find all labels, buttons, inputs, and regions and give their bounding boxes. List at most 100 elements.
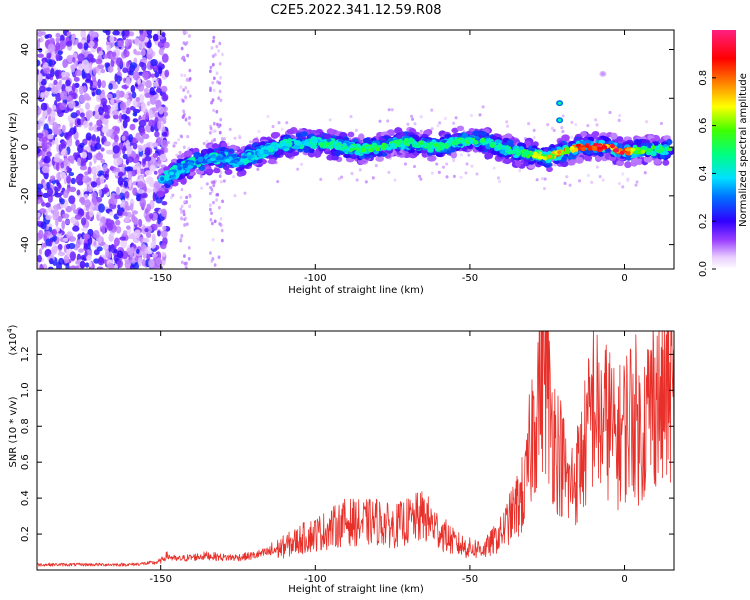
- noise-point: [93, 68, 97, 76]
- noise-point: [161, 32, 166, 37]
- noise-point: [140, 102, 147, 113]
- noise-point: [185, 30, 188, 35]
- ridge-point: [323, 133, 332, 140]
- noise-point: [208, 203, 212, 208]
- y-tick-label: 1.2: [20, 346, 31, 362]
- noise-point: [59, 102, 67, 111]
- noise-point: [187, 246, 191, 250]
- noise-point: [37, 59, 41, 67]
- noise-point: [64, 132, 69, 139]
- noise-point: [86, 254, 92, 262]
- noise-point: [403, 162, 407, 166]
- noise-point: [37, 183, 44, 190]
- noise-point: [595, 123, 599, 127]
- noise-point: [53, 79, 58, 86]
- ridge-point: [479, 131, 487, 137]
- ridge-point: [616, 136, 624, 142]
- ridge-point: [183, 150, 193, 157]
- noise-point: [70, 202, 76, 211]
- noise-point: [68, 195, 76, 205]
- noise-point: [618, 113, 622, 118]
- noise-point: [81, 151, 88, 159]
- noise-point: [88, 209, 94, 218]
- ridge-point: [450, 151, 458, 159]
- noise-point: [219, 76, 223, 80]
- noise-point: [37, 199, 41, 205]
- ridge-point: [624, 161, 632, 169]
- noise-point: [459, 175, 463, 180]
- noise-point: [79, 165, 88, 171]
- noise-point: [210, 100, 213, 105]
- noise-point: [41, 201, 46, 207]
- noise-point: [152, 81, 160, 87]
- noise-point: [85, 109, 94, 119]
- noise-point: [100, 147, 105, 152]
- noise-point: [131, 91, 137, 99]
- ridge-point: [349, 147, 356, 152]
- noise-point: [154, 130, 160, 138]
- noise-point: [88, 126, 94, 131]
- noise-point: [222, 137, 226, 141]
- noise-point: [110, 243, 115, 254]
- noise-point: [66, 138, 73, 147]
- noise-point: [68, 100, 76, 109]
- noise-point: [112, 114, 119, 120]
- noise-point: [132, 71, 140, 81]
- ridge-point: [542, 156, 547, 161]
- noise-point: [208, 207, 212, 212]
- noise-point: [202, 141, 206, 146]
- ridge-point: [643, 156, 653, 163]
- ridge-point: [524, 150, 531, 155]
- noise-point: [62, 60, 68, 69]
- noise-point: [81, 227, 88, 232]
- noise-point: [115, 225, 122, 234]
- noise-point: [41, 166, 50, 174]
- ridge-point: [481, 137, 486, 143]
- noise-point: [166, 140, 170, 145]
- noise-point: [319, 177, 323, 182]
- ridge-point: [495, 139, 503, 144]
- noise-point: [132, 142, 138, 150]
- noise-point: [61, 213, 70, 219]
- noise-point: [387, 170, 391, 174]
- noise-point: [220, 238, 224, 243]
- noise-point: [55, 70, 60, 80]
- noise-point: [445, 162, 449, 166]
- noise-point: [561, 129, 565, 134]
- noise-point: [211, 237, 215, 242]
- noise-point: [74, 69, 83, 77]
- noise-point: [143, 88, 150, 93]
- noise-point: [106, 222, 113, 231]
- ridge-point: [515, 151, 521, 157]
- x-tick-label: -50: [462, 273, 478, 284]
- noise-point: [150, 58, 158, 67]
- noise-point: [158, 78, 162, 87]
- noise-point: [134, 261, 140, 269]
- noise-point: [182, 41, 186, 45]
- noise-point: [46, 187, 54, 197]
- noise-point: [46, 52, 52, 59]
- noise-point: [50, 67, 55, 78]
- noise-point: [430, 127, 434, 131]
- noise-point: [157, 136, 162, 147]
- noise-point: [97, 256, 105, 266]
- noise-point: [128, 134, 134, 143]
- noise-point: [163, 116, 167, 121]
- noise-point: [445, 175, 449, 179]
- noise-point: [561, 114, 565, 118]
- noise-point: [586, 173, 590, 178]
- noise-point: [211, 129, 215, 133]
- noise-point: [88, 40, 95, 48]
- noise-point: [181, 56, 185, 60]
- noise-point: [299, 162, 303, 166]
- x-tick-label: -50: [462, 574, 478, 585]
- ridge-point: [456, 125, 465, 132]
- noise-point: [80, 196, 86, 206]
- ridge-point: [503, 146, 511, 150]
- noise-point: [180, 204, 184, 209]
- noise-point: [73, 125, 77, 134]
- noise-point: [50, 209, 55, 214]
- noise-point: [212, 76, 216, 81]
- noise-point: [570, 120, 574, 124]
- noise-point: [54, 137, 59, 146]
